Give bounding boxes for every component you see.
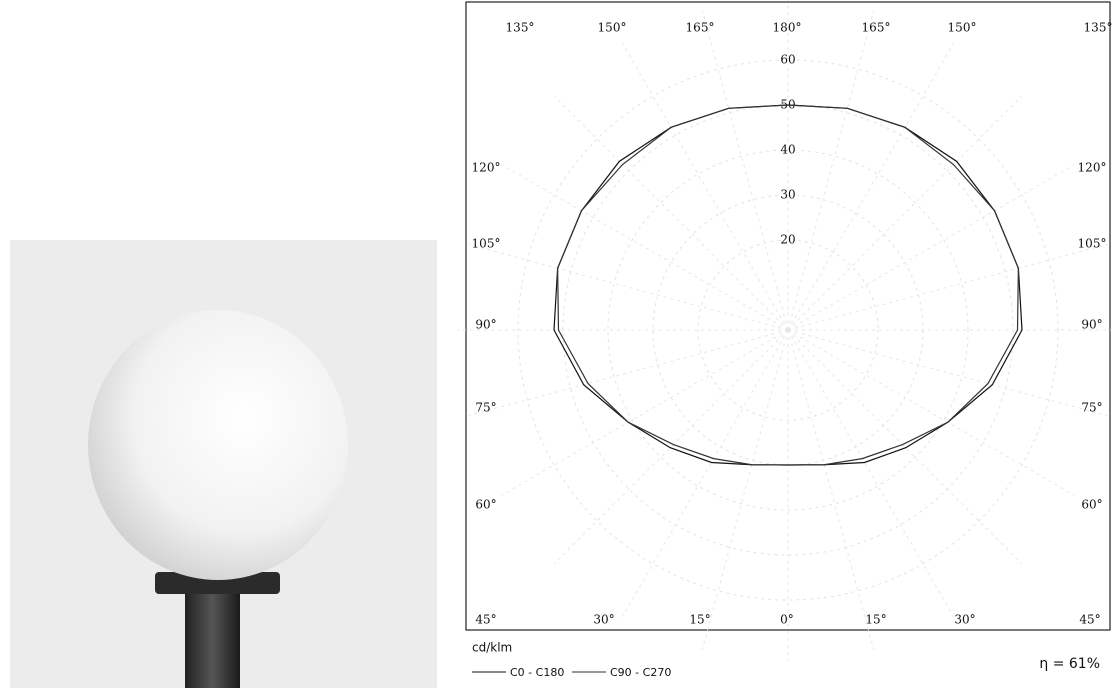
angle-label: 180° <box>773 21 802 35</box>
r-tick-label: 30 <box>780 188 795 202</box>
angle-label: 165° <box>862 21 891 35</box>
ray-line <box>787 329 875 650</box>
angle-label: 0° <box>780 613 794 627</box>
ray-line <box>787 329 1075 496</box>
r-tick-label: 60 <box>780 53 795 67</box>
ray-line <box>553 95 789 331</box>
ray-line <box>622 43 789 331</box>
angle-label: 60° <box>475 498 496 512</box>
legend-label: C0 - C180 <box>510 666 564 679</box>
grid-circle <box>607 149 969 511</box>
angle-label: 60° <box>1081 498 1102 512</box>
intensity-curve <box>557 104 789 466</box>
lamp-photo <box>10 240 437 688</box>
ray-line <box>553 329 789 565</box>
ray-line <box>787 10 875 331</box>
ray-line <box>468 243 789 331</box>
angle-label: 150° <box>948 21 977 35</box>
efficiency-label: η = 61% <box>1039 656 1100 672</box>
angle-label: 75° <box>1081 401 1102 415</box>
angle-label: 75° <box>475 401 496 415</box>
ray-line <box>622 329 789 617</box>
intensity-curve <box>787 104 1023 466</box>
ray-line <box>787 329 1108 417</box>
intensity-curve <box>787 104 1019 466</box>
angle-label: 105° <box>472 237 501 251</box>
r-tick-label: 50 <box>780 98 795 112</box>
ray-line <box>701 10 789 331</box>
angle-label: 150° <box>598 21 627 35</box>
angle-label: 90° <box>475 318 496 332</box>
unit-label: cd/klm <box>472 641 512 655</box>
angle-label: 30° <box>954 613 975 627</box>
angle-label: 135° <box>1084 21 1112 35</box>
angle-label: 30° <box>593 613 614 627</box>
angle-label: 165° <box>686 21 715 35</box>
ray-line <box>787 95 1023 331</box>
ray-line <box>787 329 1023 565</box>
ray-line <box>787 43 954 331</box>
grid-circle <box>517 59 1059 601</box>
plot-frame <box>465 1 1111 631</box>
angle-label: 15° <box>689 613 710 627</box>
r-tick-label: 40 <box>780 143 795 157</box>
angle-label: 15° <box>865 613 886 627</box>
ray-line <box>468 329 789 417</box>
grid-circle <box>697 239 879 421</box>
angle-label: 90° <box>1081 318 1102 332</box>
angle-label: 120° <box>1078 161 1107 175</box>
angle-label: 105° <box>1078 237 1107 251</box>
ray-line <box>701 329 789 650</box>
angle-label: 120° <box>472 161 501 175</box>
angle-label: 45° <box>1079 613 1100 627</box>
angle-label: 45° <box>475 613 496 627</box>
legend-label: C90 - C270 <box>610 666 671 679</box>
ray-line <box>787 164 1075 331</box>
ray-line <box>501 164 789 331</box>
ray-line <box>787 243 1108 331</box>
angle-label: 135° <box>506 21 535 35</box>
r-tick-label: 20 <box>780 233 795 247</box>
ray-line <box>787 329 954 617</box>
intensity-curve <box>553 104 789 466</box>
ray-line <box>501 329 789 496</box>
